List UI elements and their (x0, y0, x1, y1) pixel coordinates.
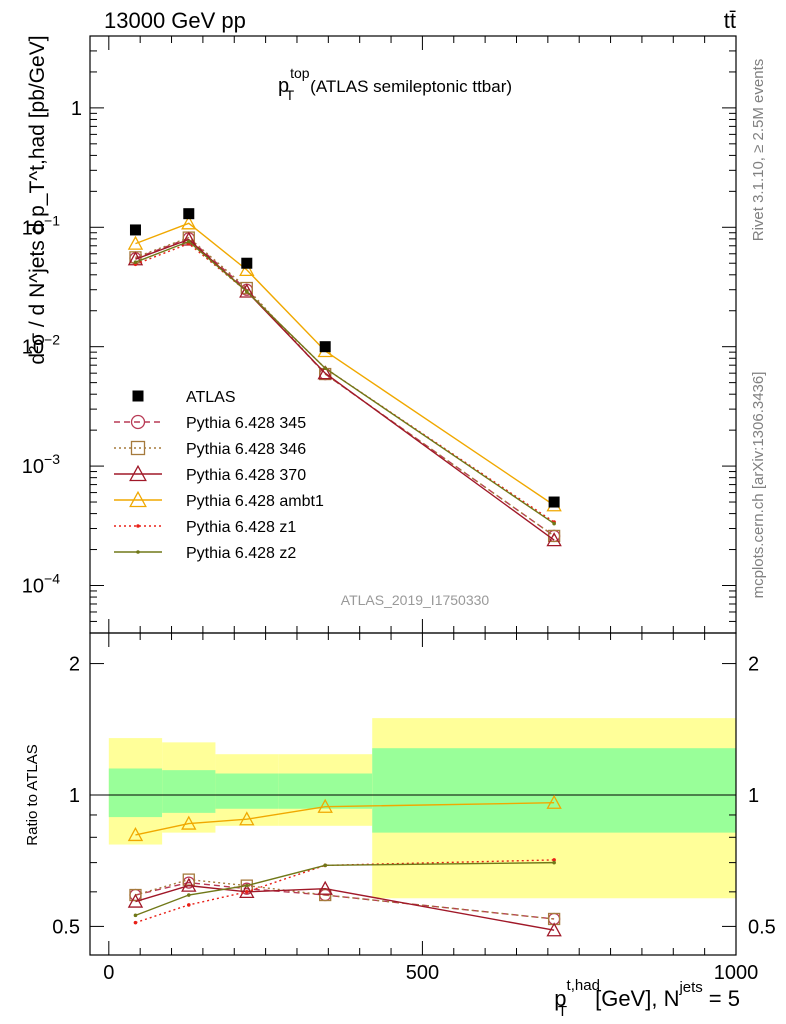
legend-label: Pythia 6.428 370 (186, 467, 306, 484)
data-point (132, 390, 144, 402)
main-ytick-label: 10−2 (22, 332, 60, 359)
atlas-data (129, 208, 560, 508)
triangle-marker (239, 883, 255, 898)
dot-marker (186, 903, 191, 907)
series-pythia-6-428-ambt1 (127, 215, 562, 842)
square-marker (130, 440, 146, 456)
ratio-ytick-label-left: 0.5 (52, 916, 80, 938)
xtick-label: 0 (103, 962, 114, 984)
ratio-series-line (135, 881, 555, 920)
dot-marker (133, 920, 138, 925)
circle-marker (130, 414, 146, 430)
triangle-marker (239, 261, 255, 277)
dot-marker (186, 239, 191, 244)
legend-label: Pythia 6.428 346 (186, 441, 306, 458)
main-ytick-label: 1 (71, 98, 82, 120)
xaxis-title: pt,had T[GeV], Njets = 5 (554, 977, 740, 1020)
triangle-marker (181, 215, 197, 230)
triangle-marker (127, 893, 144, 908)
triangle-marker (317, 880, 333, 895)
legend-label: Pythia 6.428 345 (186, 415, 306, 432)
triangle-marker (317, 798, 333, 813)
main-frame (89, 35, 737, 634)
triangle-marker (127, 826, 144, 842)
triangle-marker (239, 811, 255, 826)
xtick-label: 500 (406, 962, 439, 984)
ratio-ytick-label-right: 0.5 (748, 916, 776, 938)
square-marker (240, 281, 253, 295)
inner-band (108, 768, 163, 818)
analysis-label: ATLAS_2019_I1750330 (341, 592, 490, 608)
dot-marker (552, 521, 556, 526)
triangle-marker (239, 283, 255, 298)
triangle-marker (546, 532, 562, 547)
dot-marker (244, 883, 249, 888)
legend-label: ATLAS (186, 389, 236, 406)
ratio-ytick-label-right: 2 (748, 654, 759, 676)
inner-band (215, 773, 279, 809)
dot-marker (133, 260, 138, 265)
legend-label: Pythia 6.428 ambt1 (186, 493, 324, 510)
square-marker (319, 888, 332, 902)
xtick-label: 1000 (714, 962, 759, 984)
series-pythia-6-428-z2 (133, 239, 556, 918)
triangle-marker (546, 794, 562, 809)
data-point (183, 208, 195, 220)
ratio-ylabel: Ratio to ATLAS (24, 744, 41, 845)
square-marker (129, 888, 142, 902)
dot-marker (136, 524, 140, 528)
inner-band (372, 748, 736, 833)
data-point (241, 257, 253, 269)
uncertainty-bands (90, 718, 736, 899)
triangle-marker (181, 877, 197, 892)
data-point (548, 496, 560, 508)
dot-marker (133, 913, 138, 918)
axes (89, 35, 737, 956)
data-point (129, 224, 141, 236)
triangle-marker (181, 815, 197, 830)
main-ytick-label: 10−4 (22, 570, 60, 597)
dot-marker (136, 550, 140, 554)
dot-marker (552, 860, 556, 865)
main-series-line (135, 222, 555, 506)
dot-marker (186, 893, 191, 897)
ratio-ytick-label-left: 1 (69, 785, 80, 807)
main-title: ptop T (ATLAS semileptonic ttbar) (278, 65, 512, 103)
legend-label: Pythia 6.428 z1 (186, 519, 296, 536)
triangle-marker (129, 490, 147, 508)
ratio-ytick-label-right: 1 (748, 785, 759, 807)
dot-marker (323, 366, 327, 371)
dot-marker (323, 863, 327, 868)
triangle-marker (546, 922, 562, 937)
ratio-ytick-label-left: 2 (69, 654, 80, 676)
triangle-marker (127, 235, 144, 250)
ratio-series-line (135, 878, 555, 920)
inner-band (162, 770, 216, 813)
data-point (319, 341, 331, 353)
process-label: tt̄ (724, 8, 736, 33)
ratio-series-line (135, 802, 555, 836)
inner-band (278, 773, 373, 809)
main-ytick-label: 10−1 (22, 212, 60, 239)
triangle-marker (129, 464, 147, 482)
triangle-marker (317, 365, 333, 380)
ratio-frame (89, 632, 737, 956)
dot-marker (244, 289, 249, 294)
tick-labels: 1 10−1 10−2 10−3 10−4 0 500 1000 0.5 0.5 1 1 2 2 (22, 98, 776, 984)
dot-marker (244, 890, 249, 894)
legend-label: Pythia 6.428 z2 (186, 545, 296, 562)
main-ytick-label: 10−3 (22, 451, 60, 478)
main-ylabel: d²σ / d N^jets d p_T^t,had [pb/GeV] (26, 35, 49, 364)
rivet-label: Rivet 3.1.10, ≥ 2.5M events (750, 59, 767, 242)
mcplots-label: mcplots.cern.ch [arXiv:1306.3436] (750, 372, 767, 599)
legend: ATLAS Pythia 6.428 345 Pythia 6.428 346 Pyt… (114, 389, 324, 562)
series-lines (127, 208, 562, 937)
energy-label: 13000 GeV pp (104, 8, 246, 33)
dot-marker (552, 858, 556, 862)
